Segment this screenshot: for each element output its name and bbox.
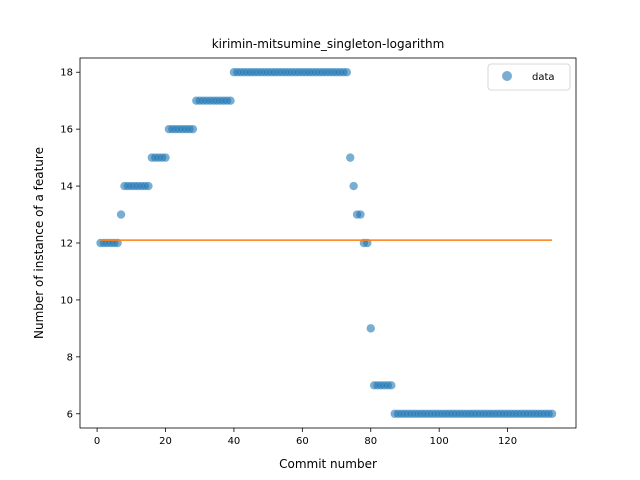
data-point	[547, 409, 557, 418]
data-point	[349, 181, 358, 191]
x-tick-label: 20	[159, 436, 172, 447]
marks	[96, 68, 557, 418]
data-point	[356, 210, 365, 219]
data-point	[161, 153, 170, 162]
y-tick-label: 18	[60, 68, 73, 79]
legend-box	[487, 63, 571, 91]
plot-frame	[79, 57, 577, 429]
y-tick-label: 14	[60, 182, 73, 193]
data-point	[226, 96, 235, 105]
data-point	[188, 124, 198, 134]
y-tick-label: 8	[67, 352, 73, 363]
x-tick-label: 120	[498, 436, 517, 447]
data-point	[366, 324, 375, 333]
x-axis-label: Commit number	[279, 457, 377, 471]
y-axis-label: Number of instance of a feature	[32, 147, 46, 339]
x-tick-label: 40	[228, 436, 241, 447]
x-tick-label: 0	[94, 436, 100, 447]
legend-marker	[502, 71, 512, 81]
data-point	[116, 210, 126, 219]
y-tick-label: 10	[60, 295, 73, 306]
x-tick-label: 60	[296, 436, 309, 447]
y-tick-label: 6	[67, 409, 73, 420]
data-point	[346, 153, 355, 162]
data-point	[342, 68, 352, 77]
x-tick-label: 100	[430, 436, 449, 447]
data-point	[144, 181, 153, 191]
axes: 0 20 40 60 80 100 120 6 8 10 12 14 16 18	[60, 68, 517, 447]
y-tick-label: 16	[60, 125, 73, 136]
plot-area	[80, 58, 576, 428]
x-tick-label: 80	[364, 436, 377, 447]
data-point	[387, 381, 396, 390]
y-tick-label: 12	[60, 239, 73, 250]
chart-title: kirimin-mitsumine_singleton-logarithm	[212, 37, 445, 51]
legend: data	[487, 63, 571, 91]
legend-label: data	[532, 72, 555, 83]
